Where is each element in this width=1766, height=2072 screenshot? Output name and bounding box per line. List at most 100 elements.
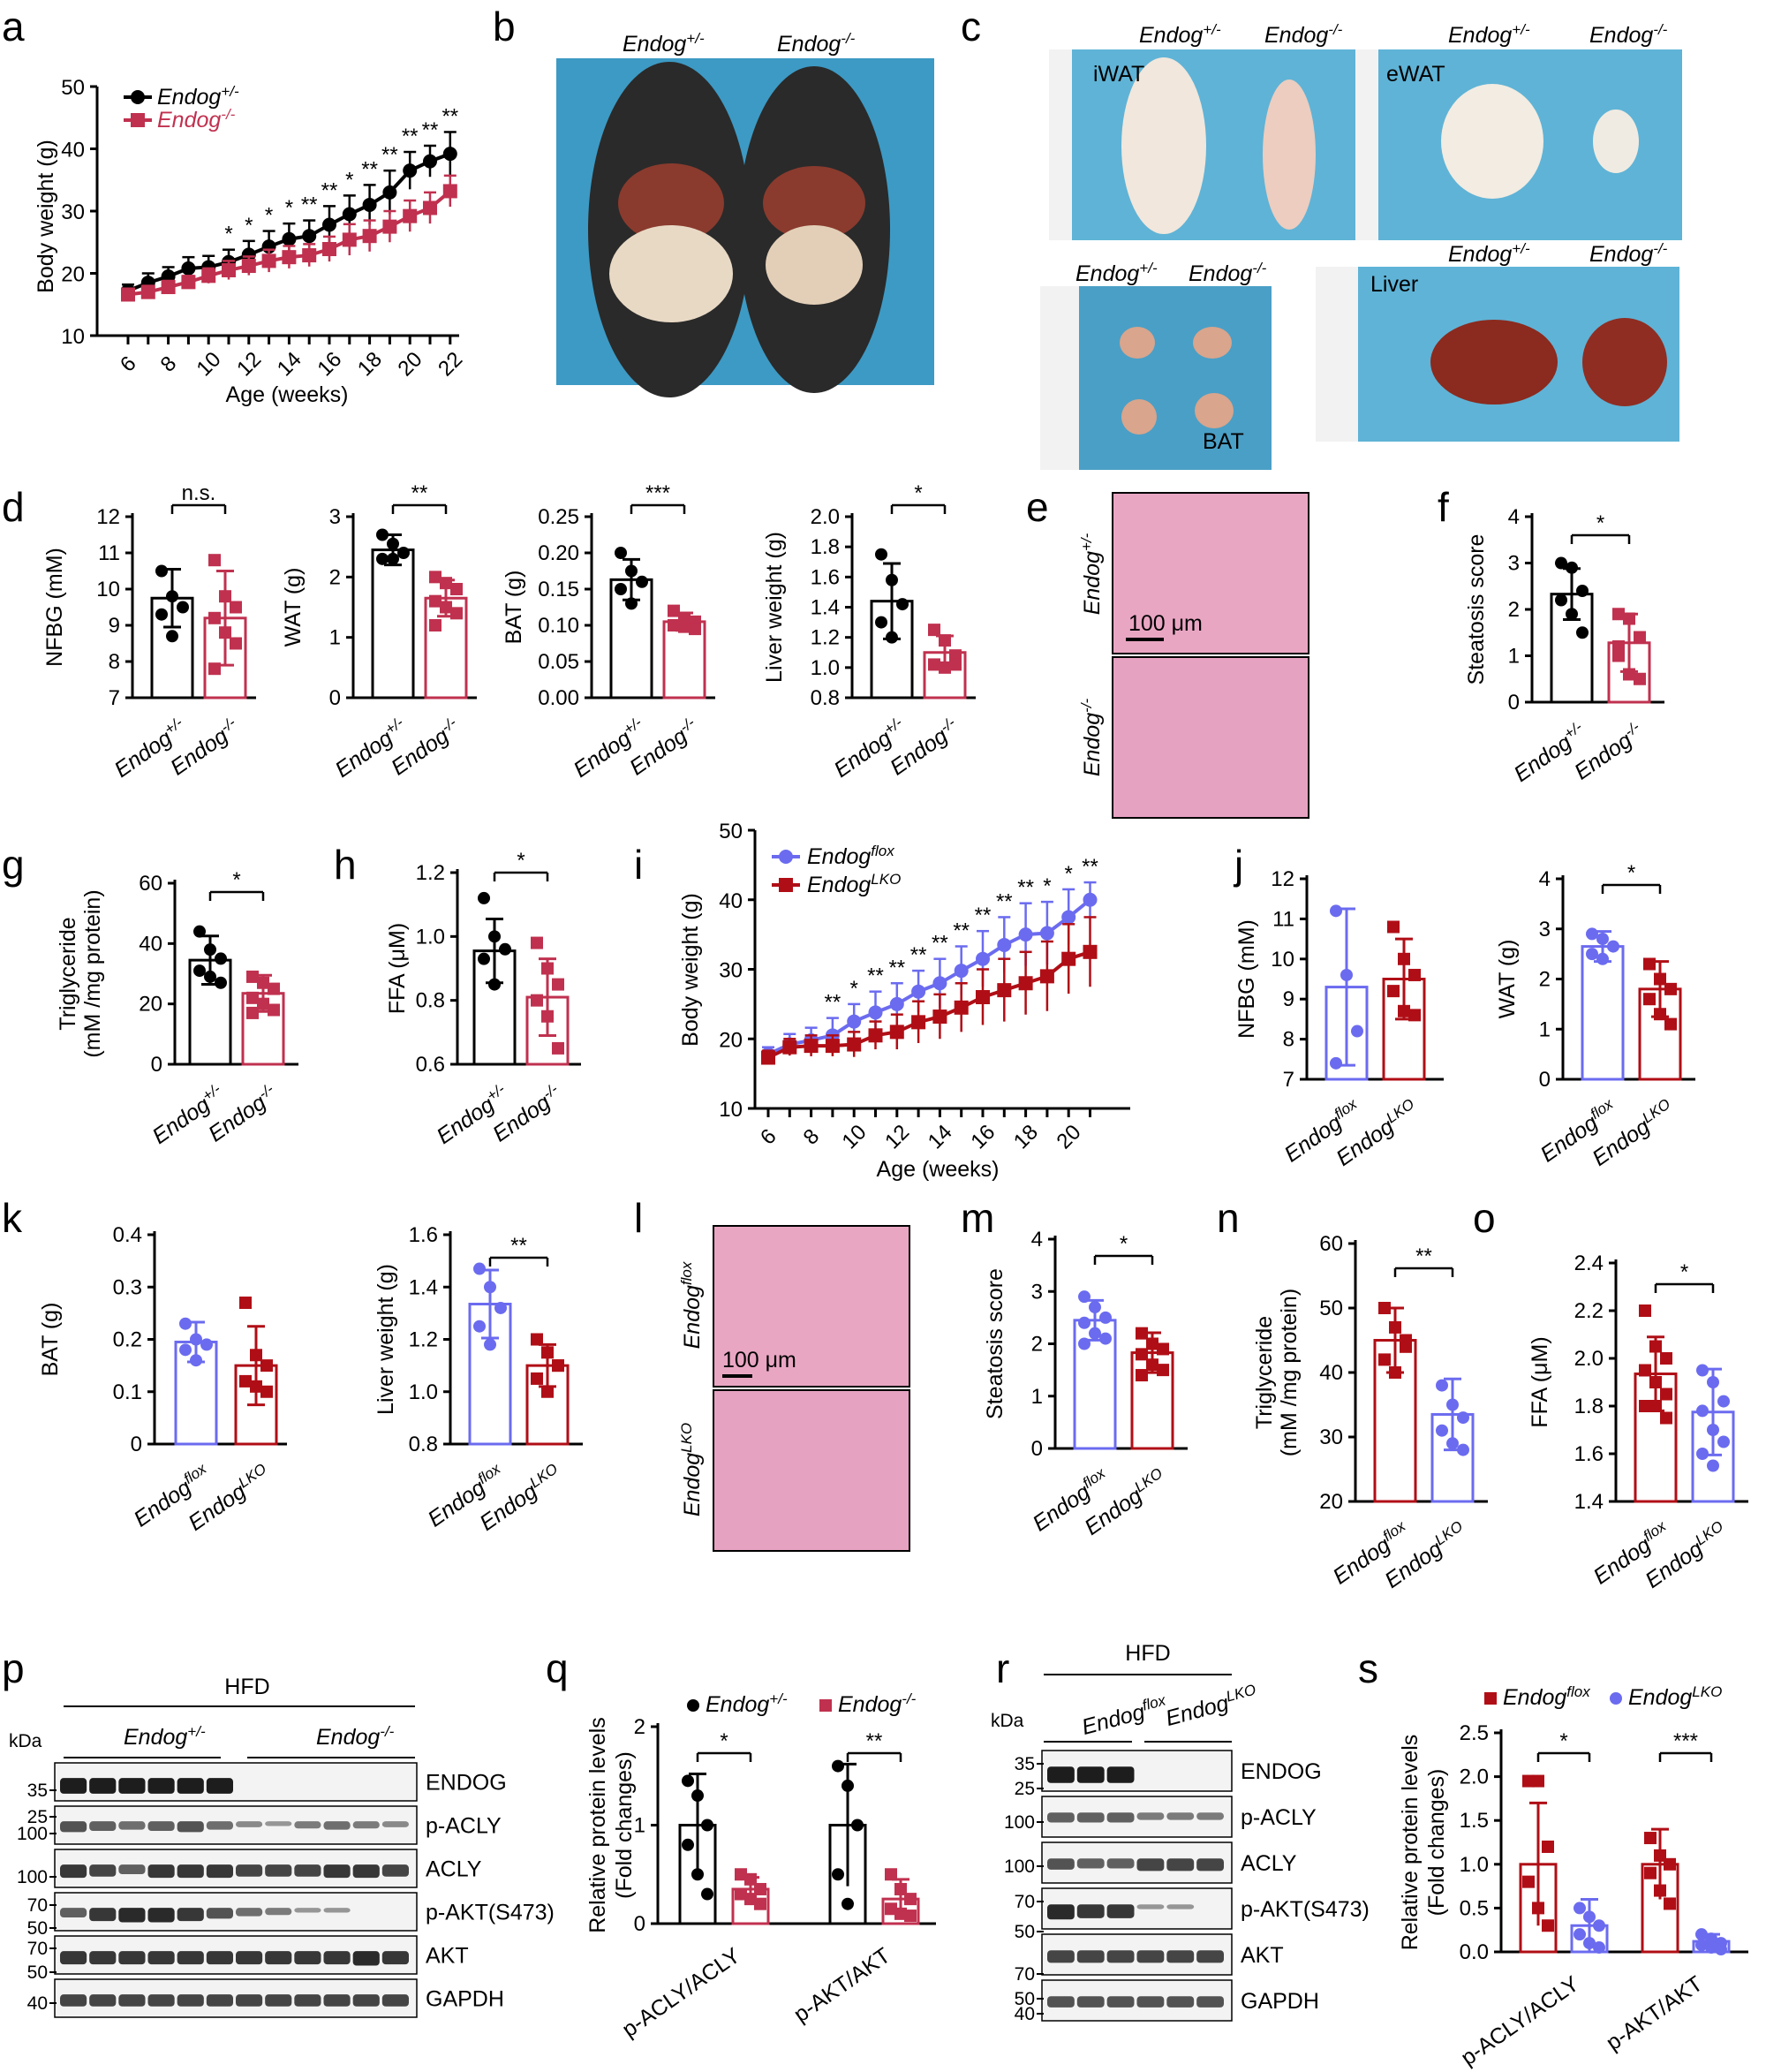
- data-point: [246, 991, 259, 1004]
- y-axis-label-2: (mM /mg protein): [1277, 1289, 1302, 1456]
- band-label: ENDOG: [1241, 1759, 1322, 1784]
- y-tick-label: 0.2: [113, 1328, 142, 1352]
- data-point: [615, 583, 627, 595]
- data-point: [1408, 1009, 1421, 1022]
- data-point: [201, 268, 216, 284]
- panel-letter-s: s: [1358, 1645, 1378, 1691]
- blot-band: [60, 1994, 87, 2007]
- data-point: [484, 1338, 496, 1351]
- data-point: [473, 1262, 486, 1275]
- data-point: [804, 1039, 819, 1054]
- data-point: [875, 616, 887, 629]
- data-point: [241, 259, 256, 274]
- data-point: [735, 1868, 747, 1881]
- panel-e-label-ko: Endog-/-: [1078, 698, 1106, 776]
- y-tick-label: 2.0: [1574, 1347, 1604, 1371]
- y-axis-label: Steatosis score: [983, 1268, 1008, 1419]
- panel-r-label-flox: Endogflox: [1079, 1691, 1171, 1740]
- c-label-ko-1: Endog-/-: [1264, 21, 1343, 49]
- data-point: [1643, 993, 1656, 1006]
- y-tick-label: 40: [1319, 1361, 1343, 1385]
- blot-band: [1166, 1904, 1195, 1909]
- panel-e-label-het: Endog+/-: [1078, 533, 1106, 615]
- data-point: [1654, 1849, 1666, 1862]
- blot-band: [352, 1864, 380, 1879]
- data-point: [190, 1354, 202, 1367]
- data-point: [997, 937, 1012, 952]
- data-point: [1644, 1832, 1657, 1845]
- data-point: [825, 1039, 840, 1054]
- blot-band: [236, 1951, 263, 1965]
- blot-band: [265, 1864, 292, 1877]
- significance-mark: **: [1415, 1244, 1432, 1268]
- panel-a-series: [121, 131, 457, 302]
- blot-band: [294, 1951, 321, 1965]
- data-point: [302, 229, 317, 244]
- y-tick-label: 9: [1283, 987, 1294, 1011]
- y-tick-label: 11: [1272, 907, 1294, 931]
- panel-l-scale: 100 μm: [722, 1348, 796, 1373]
- y-tick-label: 50: [719, 820, 743, 843]
- y-tick-label: 40: [719, 889, 743, 913]
- y-tick-label: 4: [1031, 1228, 1043, 1252]
- blot-band: [1196, 1812, 1224, 1820]
- data-point: [868, 1005, 883, 1020]
- significance-mark: **: [1017, 876, 1034, 900]
- kda-marker: 25: [1015, 1779, 1035, 1799]
- data-point: [928, 624, 940, 637]
- band-label: ENDOG: [426, 1771, 507, 1796]
- data-point: [204, 970, 216, 983]
- panel-letter-m: m: [961, 1195, 994, 1241]
- data-point: [976, 990, 990, 1004]
- blot-band: [381, 1864, 409, 1877]
- blot-band: [265, 1821, 292, 1826]
- data-point: [678, 620, 691, 633]
- y-tick-label: 2: [1508, 598, 1520, 622]
- data-point: [541, 1346, 554, 1359]
- blot-band: [294, 1821, 321, 1829]
- y-axis-label-2: (Fold changes): [1424, 1769, 1449, 1917]
- panel-r-kda: kDa: [991, 1711, 1024, 1731]
- data-point: [1398, 1004, 1410, 1017]
- data-point: [1555, 556, 1567, 570]
- data-point: [499, 942, 511, 956]
- blot-band: [1106, 1858, 1135, 1869]
- data-point: [181, 261, 196, 276]
- panel-b-label-het: Endog+/-: [623, 30, 705, 57]
- data-point: [1574, 1902, 1586, 1915]
- data-point: [1089, 1301, 1101, 1314]
- tissue-label-liver: Liver: [1370, 272, 1418, 297]
- blot-band: [147, 1778, 175, 1794]
- blot-band: [352, 1994, 380, 2007]
- panel-a-legend-ko: Endog-/-: [157, 106, 236, 133]
- c-label-het-1: Endog+/-: [1139, 21, 1221, 49]
- data-point: [193, 964, 206, 978]
- significance-mark: *: [1065, 862, 1073, 886]
- y-tick-label: 8: [1283, 1028, 1294, 1052]
- x-tick-label: 10: [838, 1120, 872, 1153]
- blot-band: [1106, 1950, 1135, 1963]
- significance-mark: *: [224, 223, 232, 246]
- blot-band: [177, 1821, 204, 1833]
- blot-band: [1076, 1766, 1105, 1783]
- blot-band: [1136, 1904, 1165, 1909]
- data-point: [531, 994, 543, 1007]
- panel-letter-d: d: [2, 484, 25, 530]
- blot-band: [177, 1994, 204, 2007]
- y-axis-label: Liver weight (g): [374, 1264, 398, 1415]
- blot-band: [1166, 1996, 1195, 2008]
- significance-mark: *: [517, 849, 525, 873]
- data-point: [889, 1025, 904, 1040]
- y-tick-label: 1.0: [416, 925, 445, 949]
- legend-marker: [687, 1699, 699, 1712]
- x-tick-label: 20: [394, 347, 427, 381]
- significance-mark: **: [996, 889, 1013, 913]
- data-point: [1596, 952, 1609, 965]
- significance-mark: **: [1082, 855, 1098, 879]
- data-point: [478, 952, 490, 965]
- data-point: [1522, 1774, 1535, 1788]
